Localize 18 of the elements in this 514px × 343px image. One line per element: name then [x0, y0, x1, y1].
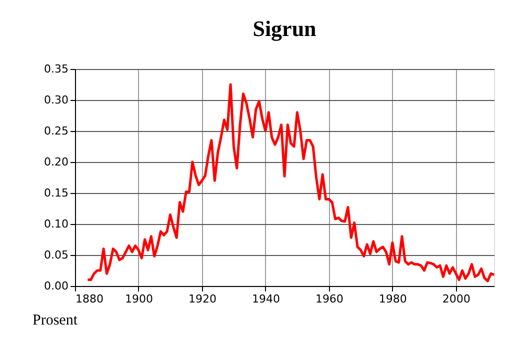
x-tick-label: 1940	[252, 292, 280, 306]
x-tick-label: 1880	[76, 292, 104, 306]
y-tick-label: 0.15	[44, 186, 68, 200]
x-tick-label: 1900	[124, 292, 153, 306]
y-tick-label: 0.10	[44, 218, 68, 230]
x-tick-label: 1920	[188, 292, 216, 306]
y-tick-label: 0.25	[44, 124, 68, 138]
x-tick-label: 1960	[315, 292, 344, 306]
chart-title: Sigrun	[252, 16, 316, 41]
y-tick-label: 0.00	[44, 280, 68, 292]
y-axis-title: Prosent	[32, 312, 78, 328]
y-tick-label: 0.05	[44, 248, 68, 262]
y-tick-label: 0.20	[44, 156, 68, 168]
x-tick-label: 2000	[442, 292, 470, 306]
line-series	[86, 83, 496, 282]
y-tick-label: 0.30	[44, 94, 68, 106]
y-tick-label: 0.35	[44, 62, 68, 76]
x-tick-label: 1980	[378, 292, 407, 306]
